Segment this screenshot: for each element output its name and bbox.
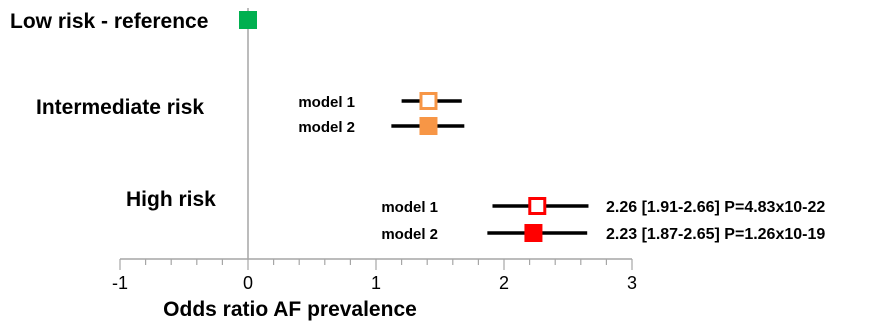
x-tick-label: -1 xyxy=(112,273,128,293)
x-axis-title: Odds ratio AF prevalence xyxy=(163,298,417,321)
model-label: model 2 xyxy=(381,226,438,243)
group-label: Intermediate risk xyxy=(36,96,204,119)
point-estimate-marker xyxy=(419,117,438,135)
x-tick-label: 2 xyxy=(499,273,509,293)
x-tick-label: 1 xyxy=(371,273,381,293)
x-tick-label: 0 xyxy=(243,273,253,293)
point-estimate-marker xyxy=(239,11,257,29)
stat-text: 2.23 [1.87-2.65] P=1.26x10-19 xyxy=(606,226,825,243)
model-label: model 2 xyxy=(298,119,355,136)
model-label: model 1 xyxy=(298,94,355,111)
group-label: Low risk - reference xyxy=(10,10,208,33)
point-estimate-marker xyxy=(528,197,547,215)
point-estimate-marker xyxy=(524,224,543,242)
stat-text: 2.26 [1.91-2.66] P=4.83x10-22 xyxy=(606,199,825,216)
x-tick-label: 3 xyxy=(627,273,637,293)
group-label: High risk xyxy=(126,188,216,211)
model-label: model 1 xyxy=(381,199,438,216)
point-estimate-marker xyxy=(419,92,438,110)
